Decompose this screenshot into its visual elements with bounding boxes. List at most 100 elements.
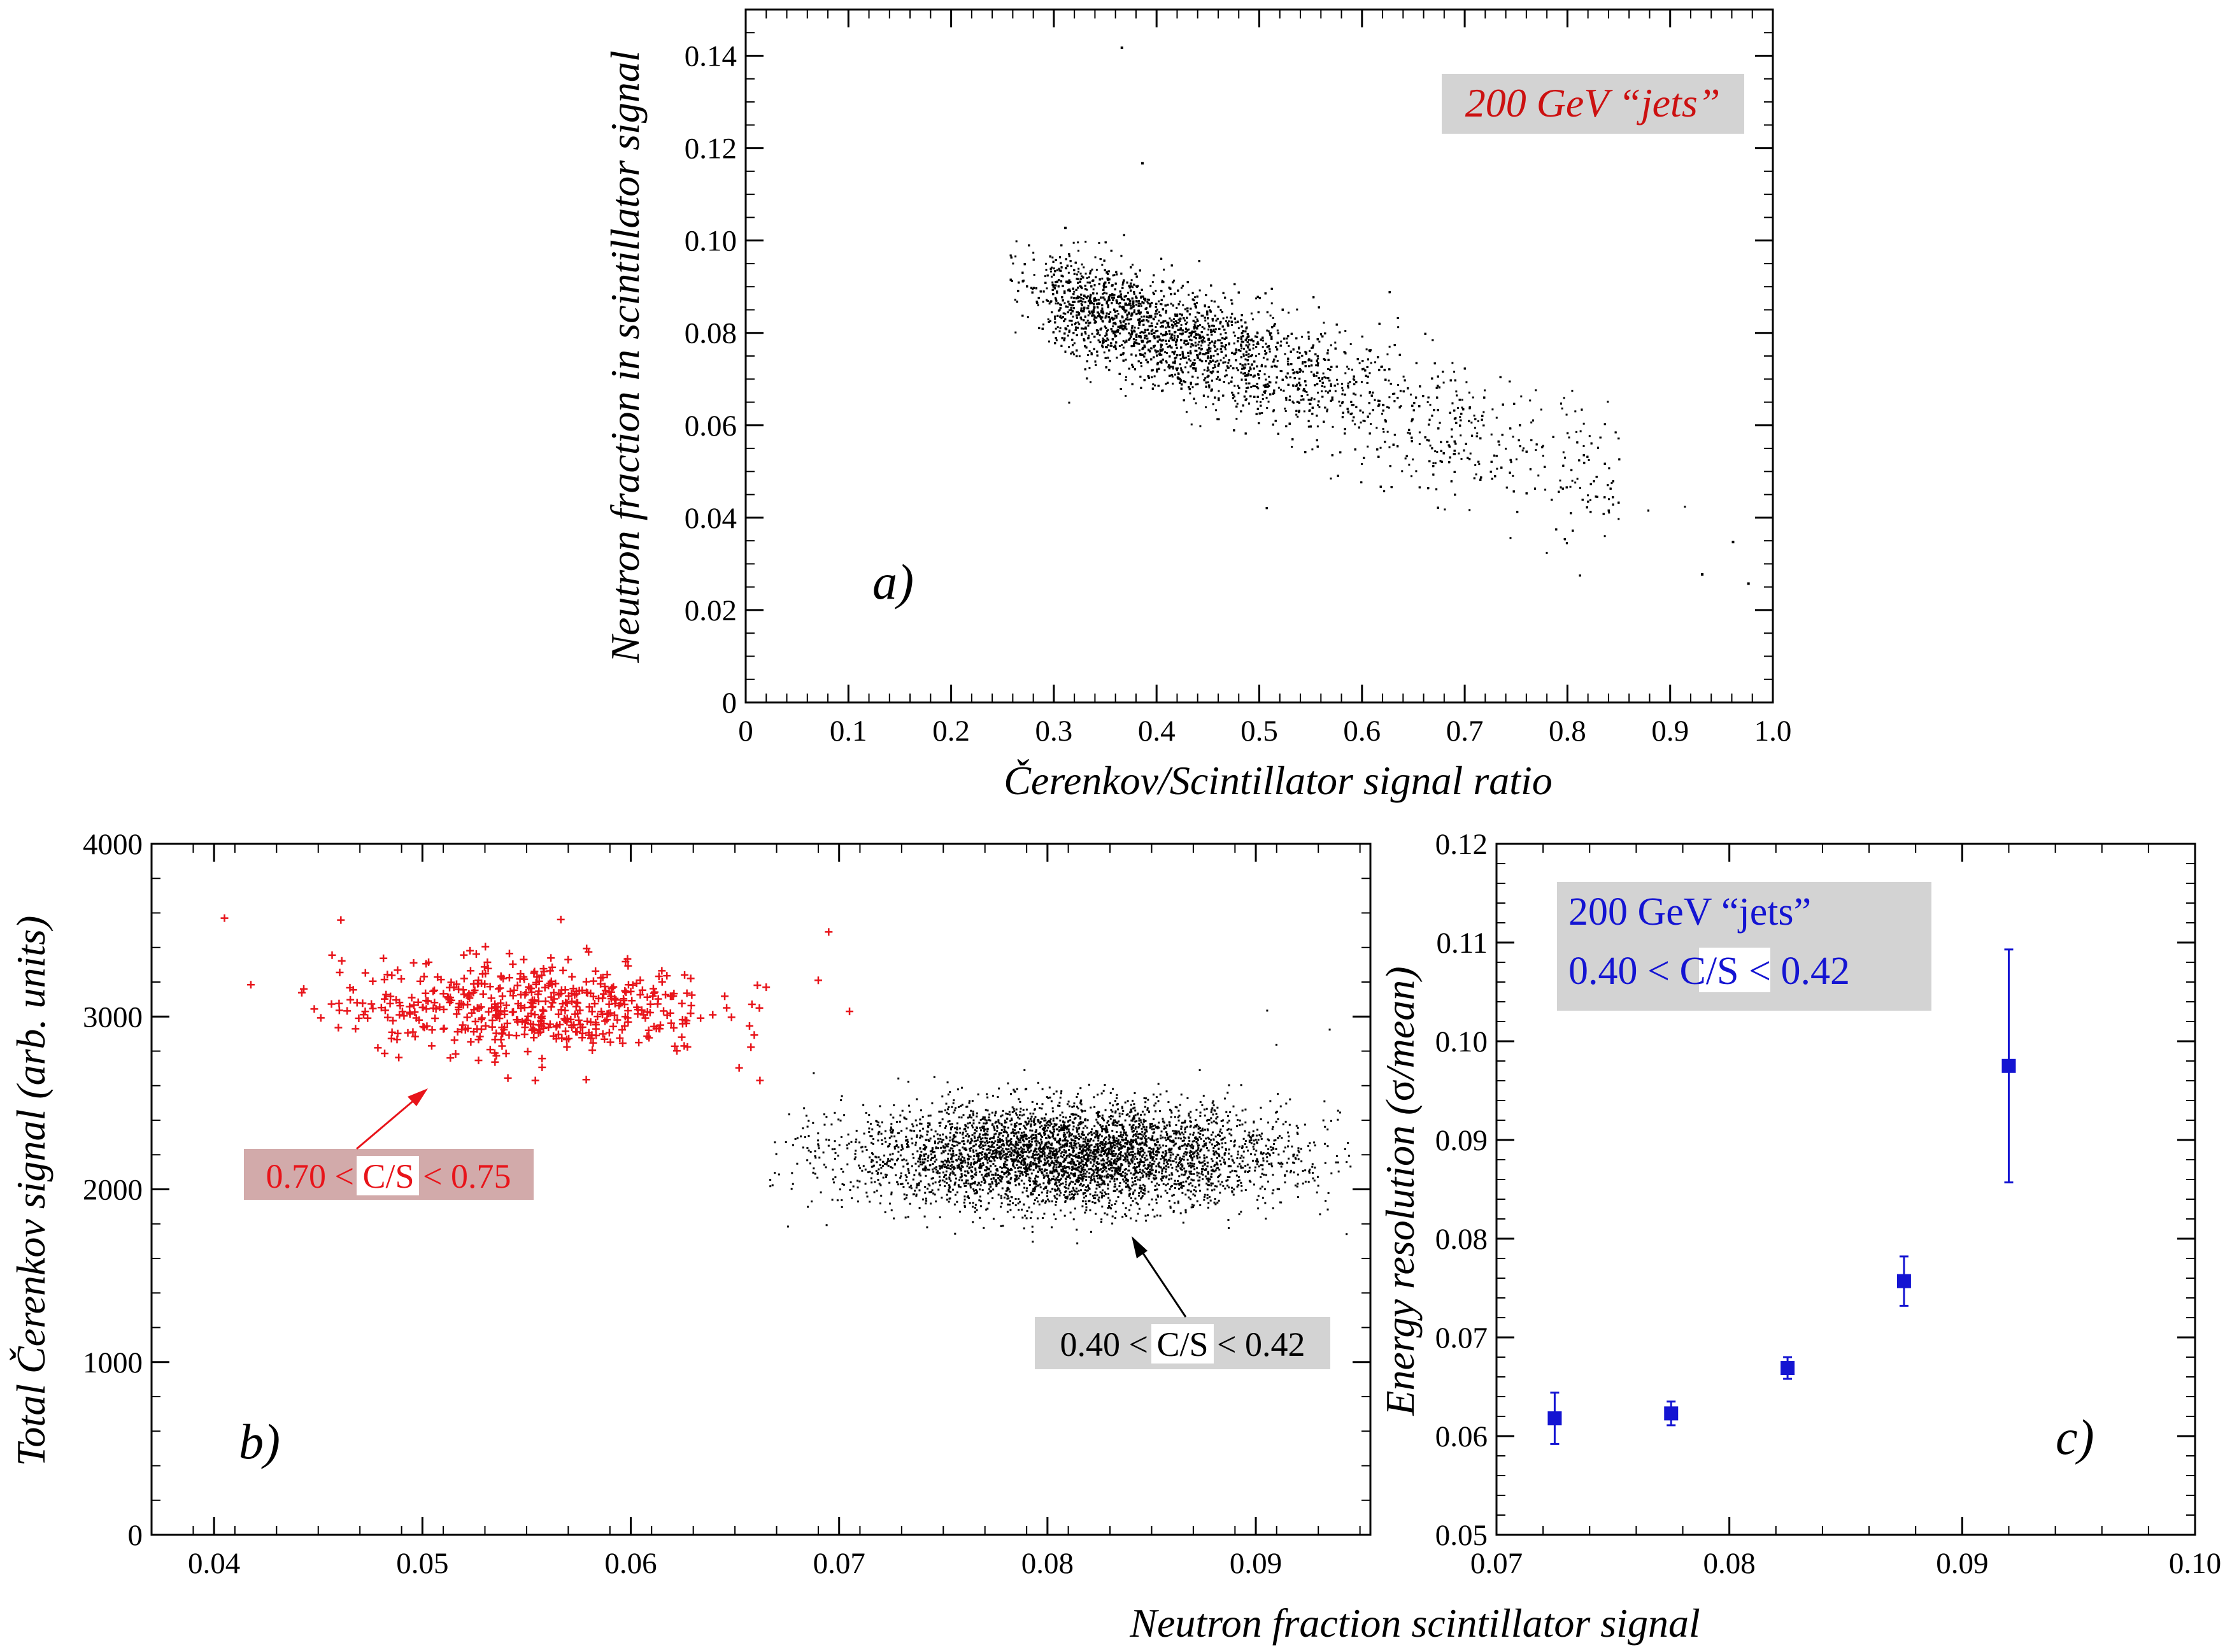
scatter-point [1237, 392, 1240, 395]
scatter-point [1189, 359, 1191, 362]
scatter-point [1114, 333, 1116, 336]
scatter-point [1262, 357, 1265, 359]
scatter-point [1150, 347, 1153, 350]
scatter-point [1077, 241, 1079, 244]
scatter-point [1120, 322, 1122, 324]
scatter-point [1154, 345, 1156, 347]
scatter-point [1393, 392, 1396, 395]
scatter-point [1226, 365, 1228, 367]
scatter-point [1297, 415, 1299, 418]
scatter-point [1195, 334, 1197, 336]
scatter-point [1280, 340, 1283, 343]
scatter-point [1415, 470, 1418, 473]
scatter-point [1222, 317, 1225, 320]
scatter-point [1114, 335, 1116, 338]
scatter-point [1081, 300, 1084, 303]
scatter-point [1080, 318, 1083, 321]
scatter-point [1130, 329, 1133, 332]
scatter-point [1077, 250, 1080, 252]
scatter-point [1429, 404, 1432, 406]
scatter-point [1155, 290, 1157, 292]
scatter-point [1354, 423, 1356, 425]
scatter-point [1063, 302, 1066, 304]
scatter-point [1401, 470, 1404, 473]
scatter-point [1059, 315, 1062, 317]
scatter-point [1478, 463, 1481, 466]
scatter-point [1163, 268, 1165, 271]
scatter-point [1083, 327, 1085, 330]
scatter-point [1295, 413, 1298, 416]
scatter-point [1098, 242, 1100, 245]
scatter-point [1150, 322, 1153, 325]
scatter-point [1197, 376, 1199, 379]
scatter-point [1316, 392, 1319, 394]
scatter-point [1105, 292, 1108, 295]
scatter-point [1152, 291, 1155, 294]
scatter-point [1155, 326, 1157, 329]
scatter-point [1132, 264, 1134, 266]
scatter-point [1163, 369, 1166, 371]
scatter-point [1235, 367, 1238, 369]
scatter-point [1063, 337, 1066, 339]
scatter-point [1160, 322, 1162, 324]
scatter-point [1165, 311, 1167, 314]
scatter-point [1151, 329, 1154, 331]
scatter-point [1070, 306, 1072, 309]
scatter-point [1091, 332, 1093, 335]
scatter-point [1193, 327, 1196, 330]
scatter-point [1140, 365, 1142, 367]
scatter-point [1088, 312, 1091, 315]
scatter-point [1126, 316, 1128, 318]
scatter-point [1073, 342, 1076, 345]
scatter-point [1263, 392, 1266, 394]
scatter-point [1408, 464, 1411, 466]
scatter-point [1211, 299, 1213, 302]
scatter-point [1059, 316, 1062, 318]
scatter-point [1160, 346, 1162, 348]
scatter-point [1014, 331, 1017, 334]
scatter-point [1484, 389, 1486, 392]
scatter-point [1215, 319, 1218, 322]
scatter-point [1223, 357, 1225, 359]
scatter-point [1068, 346, 1070, 348]
scatter-point [1094, 320, 1097, 322]
scatter-point [1323, 376, 1326, 378]
scatter-point [1181, 356, 1184, 359]
scatter-point [1215, 409, 1218, 411]
scatter-point [1542, 445, 1544, 447]
scatter-point [1242, 348, 1245, 350]
scatter-point [1146, 341, 1148, 344]
scatter-point [1186, 330, 1188, 332]
scatter-point [1469, 452, 1472, 455]
scatter-point [1139, 303, 1142, 305]
scatter-point [1055, 339, 1058, 341]
scatter-point [1123, 341, 1126, 344]
scatter-point [1160, 332, 1163, 335]
scatter-point [1055, 327, 1057, 330]
scatter-point [1072, 353, 1075, 355]
scatter-point [1190, 332, 1193, 335]
scatter-point [1168, 326, 1170, 329]
scatter-point [1368, 372, 1371, 374]
scatter-point [1149, 339, 1151, 342]
scatter-point [1014, 299, 1016, 301]
scatter-point [1172, 324, 1175, 327]
scatter-point [1589, 499, 1591, 501]
scatter-point [1472, 396, 1474, 399]
scatter-point [1044, 275, 1046, 278]
scatter-point [1207, 344, 1210, 346]
scatter-point [1249, 366, 1251, 369]
scatter-point [1096, 305, 1098, 308]
scatter-point [1121, 343, 1123, 346]
scatter-point [1077, 267, 1080, 270]
scatter-point [1286, 376, 1288, 379]
scatter-point [1239, 362, 1242, 365]
scatter-point [1219, 333, 1222, 336]
scatter-point [1546, 552, 1548, 554]
scatter-point [1340, 383, 1343, 385]
scatter-point [1102, 341, 1105, 343]
scatter-point [1132, 303, 1134, 306]
scatter-point [1107, 296, 1110, 298]
scatter-point [1105, 285, 1107, 288]
scatter-point [1152, 383, 1155, 386]
